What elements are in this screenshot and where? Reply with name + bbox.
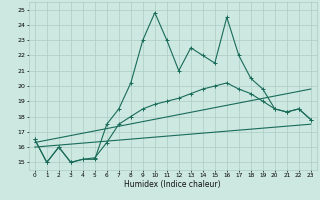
X-axis label: Humidex (Indice chaleur): Humidex (Indice chaleur) xyxy=(124,180,221,189)
